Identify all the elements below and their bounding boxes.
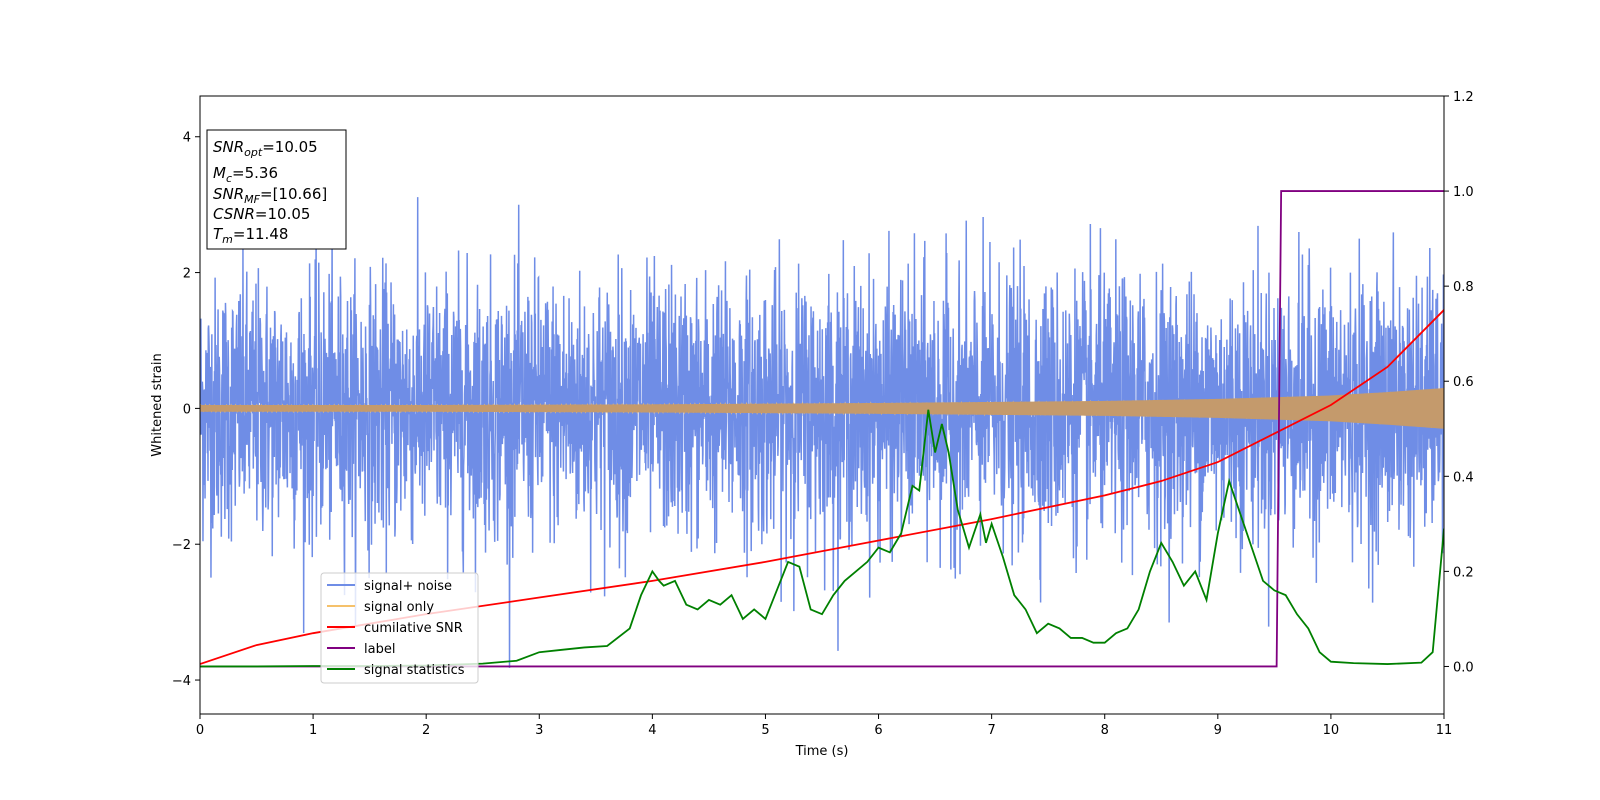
info-line: Mc=5.36: [213, 164, 278, 185]
x-tick-label: 10: [1323, 723, 1340, 738]
x-tick-label: 3: [535, 723, 543, 738]
x-tick-label: 7: [987, 723, 995, 738]
legend-frame: [320, 572, 479, 684]
info-value: =[10.66]: [260, 185, 327, 203]
y-axis-left: −4 −2 0 2 4: [172, 131, 200, 689]
info-line: CSNR=10.05: [213, 205, 310, 223]
y-right-tick-label: 0.8: [1453, 280, 1474, 295]
series-label: [200, 190, 1444, 668]
x-tick-label: 8: [1101, 723, 1109, 738]
y-right-tick-label: 1.2: [1453, 90, 1474, 105]
y-right-tick-label: 1.0: [1453, 185, 1474, 200]
y-axis-right: 0.0 0.2 0.4 0.6 0.8 1.0 1.2: [1444, 90, 1474, 675]
info-value: =11.48: [233, 225, 289, 243]
x-tick-label: 2: [422, 723, 430, 738]
info-value: =10.05: [262, 138, 318, 156]
info-line: SNRopt=10.05: [213, 138, 318, 159]
legend-label: signal statistics: [364, 663, 465, 678]
info-symbol: T: [213, 225, 224, 243]
info-value: =10.05: [255, 205, 311, 223]
y-left-tick-label: −4: [172, 674, 191, 689]
info-symbol: M: [213, 164, 226, 182]
legend: signal+ noise signal only cumilative SNR la…: [320, 572, 479, 684]
info-symbol: SNR: [213, 138, 244, 156]
info-subscript: MF: [244, 193, 260, 206]
x-tick-label: 11: [1436, 723, 1453, 738]
plot-frame: [199, 95, 1445, 715]
info-box-frame: [206, 129, 347, 250]
y-right-tick-label: 0.2: [1453, 565, 1474, 580]
legend-label: cumilative SNR: [364, 621, 463, 636]
series-signal-envelope: [200, 388, 1444, 429]
y-left-tick-label: 4: [183, 131, 191, 146]
y-left-tick-label: 0: [183, 402, 191, 417]
info-line: SNRMF=[10.66]: [213, 185, 327, 206]
y-right-tick-label: 0.6: [1453, 375, 1474, 390]
y-right-tick-label: 0.0: [1453, 660, 1474, 675]
x-tick-label: 4: [648, 723, 656, 738]
info-subscript: opt: [244, 146, 263, 159]
y-left-tick-label: 2: [183, 267, 191, 282]
info-value: =5.36: [232, 164, 278, 182]
x-axis: 0 1 2 3 4 5 6 7 8 9 10 11: [196, 714, 1452, 738]
x-tick-label: 5: [761, 723, 769, 738]
info-box: SNRopt=10.05Mc=5.36SNRMF=[10.66]CSNR=10.…: [206, 129, 347, 250]
x-tick-label: 0: [196, 723, 204, 738]
series-signal-statistics: [200, 409, 1444, 668]
x-tick-label: 1: [309, 723, 317, 738]
info-subscript: c: [226, 172, 232, 185]
y-left-tick-label: −2: [172, 538, 191, 553]
info-subscript: m: [222, 233, 233, 246]
legend-label: signal+ noise: [364, 579, 452, 594]
info-line: Tm=11.48: [213, 225, 288, 246]
x-tick-label: 9: [1214, 723, 1222, 738]
legend-label: signal only: [364, 600, 434, 615]
y-axis-label: Whitened strain: [150, 353, 165, 456]
x-axis-label: Time (s): [795, 744, 849, 759]
legend-label: label: [364, 642, 395, 657]
info-symbol: SNR: [213, 185, 244, 203]
x-tick-label: 6: [874, 723, 882, 738]
y-right-tick-label: 0.4: [1453, 470, 1474, 485]
info-symbol: CSNR: [213, 205, 255, 223]
